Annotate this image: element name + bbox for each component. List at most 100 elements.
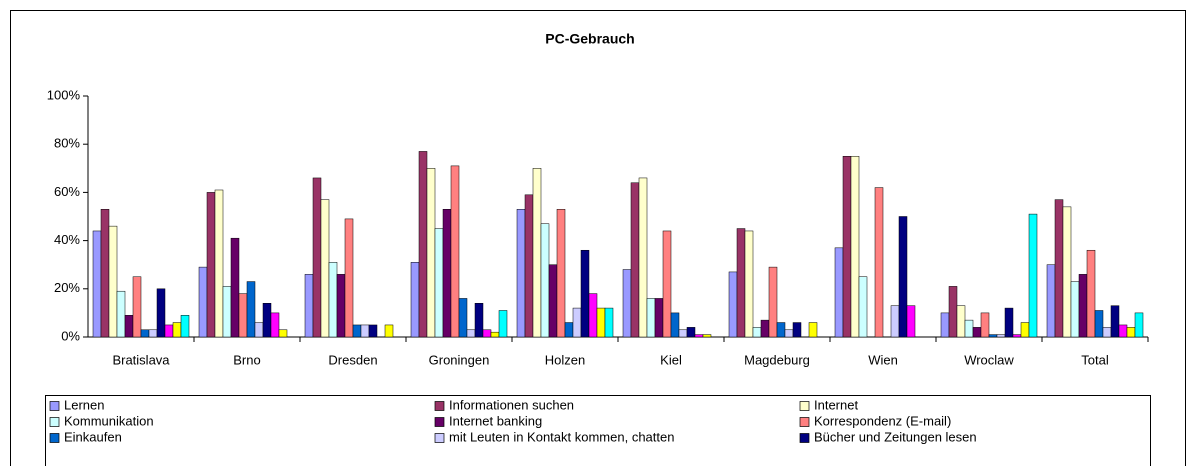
bar (808, 322, 818, 338)
legend-swatch (434, 401, 445, 411)
bar (164, 324, 174, 338)
legend-label: Lernen (64, 397, 104, 412)
bar (678, 329, 688, 338)
bar (214, 189, 224, 338)
bar (1028, 213, 1038, 338)
bar (736, 228, 746, 338)
bar (694, 334, 704, 338)
bar (278, 329, 288, 338)
bar (956, 305, 966, 338)
bar (580, 249, 590, 338)
bar (940, 312, 950, 338)
bar (320, 199, 330, 338)
bar (1078, 274, 1088, 338)
bar (516, 209, 526, 338)
legend-frame (45, 395, 1151, 466)
bar (490, 331, 500, 338)
bar (604, 307, 614, 338)
legend-label: Bücher und Zeitungen lesen (814, 429, 977, 444)
bar (890, 305, 900, 338)
bar (728, 271, 738, 338)
bar (996, 334, 1006, 338)
bar (1126, 327, 1136, 338)
bar (564, 322, 574, 338)
bar (418, 151, 428, 338)
bar (964, 319, 974, 338)
x-tick-label: Groningen (429, 352, 490, 367)
bar (662, 230, 672, 338)
bar (246, 281, 256, 338)
legend-swatch (799, 433, 810, 443)
bar (458, 298, 468, 338)
bar (352, 324, 362, 338)
y-tick-label: 40% (54, 232, 80, 247)
legend-swatch (434, 433, 445, 443)
bar (1134, 312, 1144, 338)
bar (262, 303, 272, 338)
bar (360, 324, 370, 338)
bar (328, 262, 338, 338)
bar (1118, 324, 1128, 338)
bar (792, 322, 802, 338)
bar (116, 290, 126, 338)
bar (948, 286, 958, 338)
bar (1110, 305, 1120, 338)
legend-swatch (49, 433, 60, 443)
bar (1012, 334, 1022, 338)
bar (980, 312, 990, 338)
bar (768, 266, 778, 338)
bar (702, 334, 712, 338)
bar (1046, 264, 1056, 338)
bar (638, 177, 648, 338)
bar (100, 209, 110, 338)
bar (834, 247, 844, 338)
bar (556, 209, 566, 338)
bar (842, 156, 852, 338)
bar (1094, 310, 1104, 338)
bar (622, 269, 632, 338)
bar (972, 327, 982, 338)
bar (426, 168, 436, 338)
legend-label: Internet banking (449, 413, 542, 428)
legend-swatch (434, 417, 445, 427)
bar (410, 262, 420, 338)
legend-swatch (799, 417, 810, 427)
bar (384, 324, 394, 338)
y-tick-label: 0% (61, 328, 80, 343)
legend-label: Kommunikation (64, 413, 154, 428)
bar (686, 327, 696, 338)
bar (670, 312, 680, 338)
bar (108, 225, 118, 338)
bar (572, 307, 582, 338)
bar (198, 266, 208, 338)
legend-label: Einkaufen (64, 429, 122, 444)
bar (532, 168, 542, 338)
bar (540, 223, 550, 338)
bar (442, 209, 452, 338)
x-tick-label: Magdeburg (744, 352, 810, 367)
bar (898, 216, 908, 338)
bar (1004, 307, 1014, 338)
bar (230, 237, 240, 338)
x-tick-label: Holzen (545, 352, 585, 367)
bar (434, 228, 444, 338)
bar (180, 315, 190, 338)
x-tick-label: Brno (233, 352, 260, 367)
bar (148, 329, 158, 338)
legend-label: Internet (814, 397, 858, 412)
bar (1086, 249, 1096, 338)
bar (654, 298, 664, 338)
legend-label: Informationen suchen (449, 397, 574, 412)
bar (368, 324, 378, 338)
bar (588, 293, 598, 338)
bar (270, 312, 280, 338)
bar (172, 322, 182, 338)
legend-swatch (49, 417, 60, 427)
bar (1054, 199, 1064, 338)
bar (1062, 206, 1072, 338)
y-tick-label: 80% (54, 136, 80, 151)
bar (92, 230, 102, 338)
x-tick-label: Dresden (328, 352, 377, 367)
bar (304, 274, 314, 338)
